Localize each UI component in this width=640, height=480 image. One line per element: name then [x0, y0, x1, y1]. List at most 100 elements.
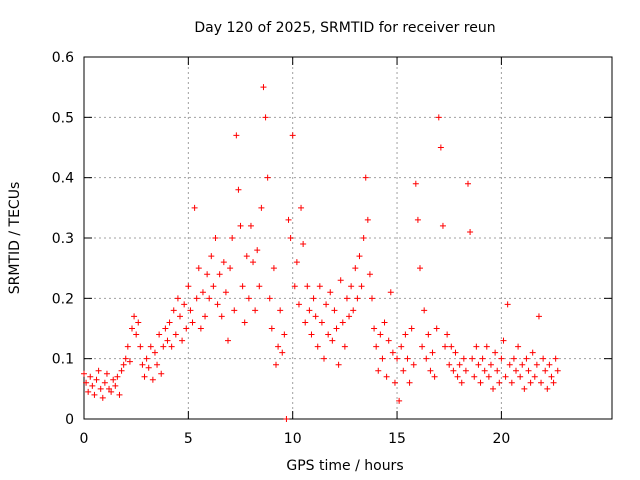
data-point	[500, 337, 507, 344]
data-point	[216, 271, 223, 278]
data-point	[168, 343, 175, 350]
data-point	[300, 241, 307, 248]
data-point	[266, 295, 273, 302]
grid	[84, 57, 612, 419]
data-point	[406, 379, 413, 386]
data-point	[89, 382, 96, 389]
data-point	[343, 295, 350, 302]
data-point	[193, 295, 200, 302]
data-point	[233, 132, 240, 139]
data-point	[469, 355, 476, 362]
data-point	[327, 289, 334, 296]
x-tick-label: 15	[388, 431, 406, 447]
data-point	[444, 331, 451, 338]
data-point	[285, 216, 292, 223]
data-point	[527, 379, 534, 386]
data-point	[362, 174, 369, 181]
data-point	[452, 349, 459, 356]
y-tick-label: 0.3	[52, 231, 74, 247]
data-point	[389, 349, 396, 356]
data-point	[375, 367, 382, 374]
data-point	[465, 180, 471, 187]
data-point	[218, 313, 225, 320]
data-point	[475, 361, 482, 368]
data-point	[298, 204, 305, 211]
data-point	[187, 307, 194, 314]
data-point	[83, 379, 90, 386]
data-point	[139, 361, 146, 368]
data-point	[112, 382, 119, 389]
data-point	[521, 385, 528, 392]
data-point	[325, 331, 332, 338]
data-point	[377, 331, 384, 338]
data-point	[118, 367, 125, 374]
data-point	[237, 222, 244, 229]
data-point	[279, 349, 286, 356]
data-point	[268, 325, 275, 332]
data-point	[369, 295, 375, 302]
data-point	[433, 325, 440, 332]
data-point	[485, 373, 492, 380]
chart-title: Day 120 of 2025, SRMTID for receiver reu…	[194, 20, 495, 36]
data-point	[339, 319, 346, 326]
data-point	[462, 367, 469, 374]
data-point	[348, 283, 355, 290]
data-point	[346, 313, 353, 320]
data-point	[402, 331, 409, 338]
y-tick-label: 0.1	[52, 352, 74, 368]
data-point	[191, 204, 198, 211]
data-point	[310, 295, 317, 302]
data-point	[471, 373, 478, 380]
data-point	[154, 361, 161, 368]
x-tick-label: 5	[184, 431, 193, 447]
data-point	[473, 343, 480, 350]
data-point	[239, 283, 246, 290]
data-point	[448, 343, 455, 350]
data-point	[149, 376, 156, 383]
data-point	[350, 307, 357, 314]
data-point	[143, 355, 150, 362]
data-point	[533, 361, 540, 368]
data-point	[487, 361, 494, 368]
data-point	[419, 343, 426, 350]
y-tick-label: 0.4	[52, 171, 74, 187]
data-point	[513, 367, 519, 374]
data-point	[247, 222, 254, 229]
data-point	[316, 283, 323, 290]
data-point	[542, 367, 549, 374]
data-point	[93, 376, 100, 383]
data-point	[291, 283, 298, 290]
data-point	[335, 361, 342, 368]
data-point	[87, 373, 94, 380]
data-point	[544, 385, 551, 392]
data-point	[481, 367, 488, 374]
data-point	[124, 343, 131, 350]
y-tick-label: 0	[65, 412, 74, 428]
data-point	[525, 367, 532, 374]
data-point	[91, 391, 98, 398]
data-point	[222, 289, 229, 296]
data-point	[160, 343, 167, 350]
data-point	[260, 84, 267, 91]
data-point	[385, 337, 392, 344]
data-point	[126, 358, 133, 365]
data-point	[467, 228, 474, 235]
data-point	[264, 174, 271, 181]
data-point	[141, 373, 148, 380]
data-point	[195, 265, 202, 272]
data-point	[231, 307, 238, 314]
data-point	[394, 355, 401, 362]
data-point	[381, 319, 388, 326]
axis-ticks: 0 0.1 0.2 0.3 0.4 0.5 0.6 0 5 10 15 20	[52, 50, 612, 447]
data-point	[523, 355, 530, 362]
data-point	[101, 379, 108, 386]
data-point	[371, 325, 378, 332]
data-point	[383, 373, 390, 380]
y-tick-label: 0.2	[52, 291, 74, 307]
data-point	[183, 325, 190, 332]
data-point	[421, 307, 428, 314]
data-point	[494, 367, 501, 374]
data-point	[202, 313, 209, 320]
data-point	[366, 271, 373, 278]
